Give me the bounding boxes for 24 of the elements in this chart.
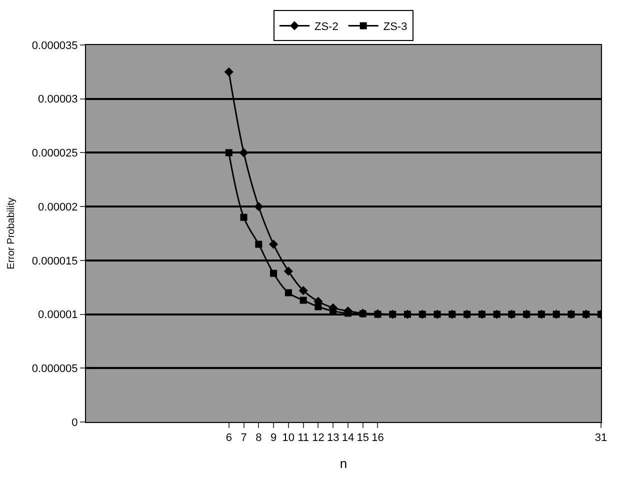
- y-tick-label: 0.00001: [38, 309, 78, 322]
- x-tick-label: 13: [326, 432, 340, 444]
- y-tick-label: 0.000005: [32, 362, 78, 375]
- y-tick-label: 0.000025: [32, 148, 78, 160]
- y-tick-label: 0.00002: [38, 201, 78, 214]
- y-axis-title: Error Probability: [6, 198, 17, 270]
- y-tick-label: 0: [72, 416, 78, 429]
- legend-label: ZS-3: [383, 21, 408, 34]
- x-tick-label: 11: [298, 432, 310, 444]
- x-tick-label: 16: [372, 432, 384, 444]
- y-tick-label: 0.00003: [38, 94, 78, 106]
- x-tick-label: 15: [356, 432, 369, 444]
- y-tick-label: 0.000015: [32, 255, 78, 268]
- legend-label: ZS-2: [314, 21, 338, 34]
- x-tick-label: 10: [282, 432, 295, 444]
- x-axis-title: n: [340, 456, 348, 471]
- x-tick-label: 6: [226, 432, 232, 444]
- x-tick-label: 7: [240, 432, 247, 444]
- x-tick-label: 31: [594, 432, 608, 444]
- x-tick-label: 9: [270, 432, 277, 444]
- x-tick-label: 12: [312, 432, 324, 444]
- x-tick-label: 14: [342, 432, 354, 444]
- y-tick-label: 0.000035: [32, 40, 78, 52]
- x-tick-label: 8: [256, 432, 262, 444]
